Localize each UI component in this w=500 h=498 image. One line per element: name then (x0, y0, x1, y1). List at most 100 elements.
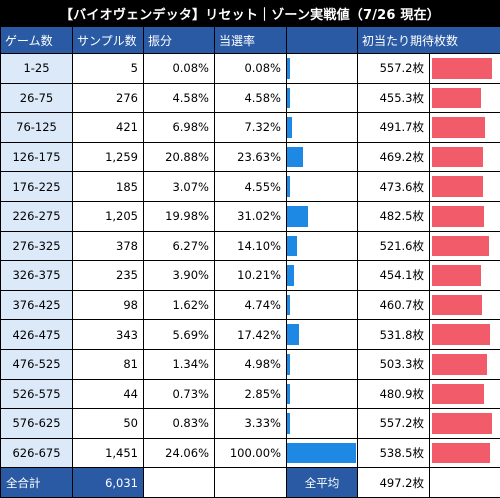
rate-cell: 2.85% (215, 379, 287, 409)
header-rate-bar (287, 27, 358, 54)
games-range-cell: 226-275 (1, 201, 73, 231)
rate-bar-cell (287, 320, 358, 350)
total-row: 全合計 6,031 全平均 497.2枚 (1, 468, 500, 498)
samples-cell: 276 (73, 83, 144, 113)
share-cell: 6.27% (144, 231, 215, 261)
expected-cell: 538.5枚 (358, 438, 430, 468)
games-range-cell: 376-425 (1, 290, 73, 320)
expected-bar-cell (430, 113, 500, 143)
share-cell: 0.73% (144, 379, 215, 409)
rate-bar-cell (287, 142, 358, 172)
share-cell: 3.07% (144, 172, 215, 202)
expected-bar-cell (430, 172, 500, 202)
rate-bar (287, 265, 294, 286)
games-range-cell: 276-325 (1, 231, 73, 261)
expected-cell: 460.7枚 (358, 290, 430, 320)
rate-bar-cell (287, 231, 358, 261)
expected-bar-cell (430, 54, 500, 84)
expected-cell: 557.2枚 (358, 409, 430, 439)
rate-cell: 4.74% (215, 290, 287, 320)
expected-bar-cell (430, 290, 500, 320)
rate-bar (287, 176, 290, 197)
share-cell: 5.69% (144, 320, 215, 350)
average-label: 全平均 (287, 468, 358, 498)
share-cell: 4.58% (144, 83, 215, 113)
expected-cell: 480.9枚 (358, 379, 430, 409)
expected-bar-cell (430, 142, 500, 172)
expected-bar (432, 58, 492, 79)
rate-bar (287, 443, 356, 464)
header-samples: サンプル数 (73, 27, 144, 54)
samples-cell: 98 (73, 290, 144, 320)
expected-bar (432, 443, 490, 464)
expected-bar (432, 295, 482, 316)
expected-cell: 473.6枚 (358, 172, 430, 202)
header-expected: 初当たり期待枚数 (358, 27, 500, 54)
expected-cell: 455.3枚 (358, 83, 430, 113)
expected-cell: 482.5枚 (358, 201, 430, 231)
rate-bar-cell (287, 261, 358, 291)
total-empty-3 (430, 468, 500, 498)
expected-bar-cell (430, 201, 500, 231)
share-cell: 0.08% (144, 54, 215, 84)
zone-stats-panel: 【バイオヴェンデッタ】リセット｜ゾーン実戦値（7/26 現在） ゲーム数 サンプ… (0, 0, 500, 471)
samples-cell: 5 (73, 54, 144, 84)
rate-bar-cell (287, 438, 358, 468)
total-empty-1 (144, 468, 215, 498)
share-cell: 3.90% (144, 261, 215, 291)
rate-bar (287, 88, 290, 109)
share-cell: 0.83% (144, 409, 215, 439)
average-expected: 497.2枚 (358, 468, 430, 498)
samples-cell: 1,451 (73, 438, 144, 468)
games-range-cell: 176-225 (1, 172, 73, 202)
rate-bar (287, 354, 290, 375)
games-range-cell: 626-675 (1, 438, 73, 468)
rate-bar (287, 236, 297, 257)
expected-bar-cell (430, 231, 500, 261)
rate-bar (287, 117, 292, 138)
header-rate: 当選率 (215, 27, 287, 54)
samples-cell: 1,205 (73, 201, 144, 231)
samples-cell: 44 (73, 379, 144, 409)
expected-bar-cell (430, 438, 500, 468)
rate-bar (287, 295, 290, 316)
expected-cell: 531.8枚 (358, 320, 430, 350)
games-range-cell: 26-75 (1, 83, 73, 113)
rate-bar-cell (287, 83, 358, 113)
expected-bar-cell (430, 261, 500, 291)
games-range-cell: 576-625 (1, 409, 73, 439)
share-cell: 19.98% (144, 201, 215, 231)
rate-cell: 3.33% (215, 409, 287, 439)
rate-cell: 23.63% (215, 142, 287, 172)
expected-bar (432, 413, 492, 434)
games-range-cell: 326-375 (1, 261, 73, 291)
samples-cell: 378 (73, 231, 144, 261)
expected-bar (432, 117, 485, 138)
rate-bar-cell (287, 349, 358, 379)
expected-bar (432, 324, 490, 345)
rate-cell: 4.55% (215, 172, 287, 202)
expected-bar-cell (430, 349, 500, 379)
total-empty-2 (215, 468, 287, 498)
rate-cell: 10.21% (215, 261, 287, 291)
share-cell: 20.88% (144, 142, 215, 172)
rate-cell: 4.98% (215, 349, 287, 379)
rate-cell: 14.10% (215, 231, 287, 261)
share-cell: 1.34% (144, 349, 215, 379)
expected-cell: 454.1枚 (358, 261, 430, 291)
page-title: 【バイオヴェンデッタ】リセット｜ゾーン実戦値（7/26 現在） (0, 0, 500, 26)
share-cell: 6.98% (144, 113, 215, 143)
games-range-cell: 76-125 (1, 113, 73, 143)
expected-cell: 503.3枚 (358, 349, 430, 379)
rate-cell: 0.08% (215, 54, 287, 84)
rate-bar (287, 147, 303, 168)
rate-cell: 100.00% (215, 438, 287, 468)
